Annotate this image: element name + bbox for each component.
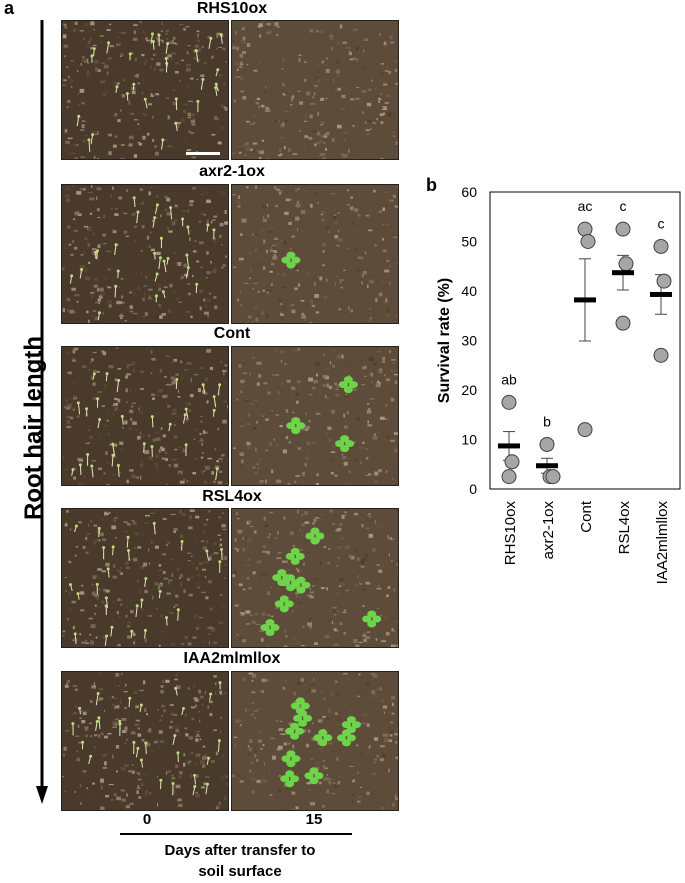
- data-point-3-1: [618, 256, 634, 272]
- data-point-2-1: [580, 234, 596, 249]
- data-point-2-2: [577, 422, 593, 438]
- data-point-4-2: [653, 347, 669, 363]
- significance-letter-3: c: [620, 198, 627, 214]
- caption-line-2: soil surface: [198, 863, 282, 880]
- significance-letter-1: b: [543, 413, 551, 429]
- day-15-label: 15: [305, 811, 323, 828]
- data-point-1-2: [545, 469, 561, 485]
- significance-letter-0: ab: [501, 371, 517, 387]
- row-title-1: axr2-1ox: [199, 163, 265, 180]
- data-point-3-0: [615, 221, 631, 237]
- plot-frame: [489, 191, 681, 490]
- down-arrow-icon: [36, 20, 48, 804]
- row-title-2: Cont: [213, 325, 251, 342]
- panel-a-letter: a: [4, 0, 15, 18]
- y-tick-label-6: 60: [461, 184, 477, 200]
- category-label-3: RSL4ox: [616, 501, 633, 555]
- row-title-3: RSL4ox: [202, 488, 262, 505]
- row-title-0: RHS10ox: [196, 0, 268, 17]
- mean-marker-1: [536, 463, 558, 469]
- panel-b-letter: b: [426, 175, 437, 195]
- soil-photo-2-day15: [231, 346, 399, 486]
- soil-photo-3-day15: [231, 508, 399, 648]
- data-point-2-0: [577, 221, 593, 237]
- soil-photo-2-day0: [61, 346, 229, 486]
- data-point-3-2: [615, 315, 631, 331]
- soil-photo-4-day0: [61, 671, 229, 811]
- day-axis-line: [120, 833, 352, 835]
- significance-letter-2: ac: [578, 198, 593, 214]
- soil-photo-0-day15: [231, 20, 399, 160]
- mean-marker-3: [612, 270, 634, 276]
- category-label-2: Cont: [578, 500, 595, 533]
- y-tick-label-1: 10: [461, 432, 477, 448]
- root-hair-length-arrow: Root hair length: [20, 18, 58, 808]
- soil-photo-3-day0: [61, 508, 229, 648]
- data-point-0-2: [501, 469, 517, 485]
- data-point-1-0: [539, 436, 555, 452]
- data-point-0-1: [504, 454, 520, 470]
- category-label-1: axr2-1ox: [540, 501, 557, 560]
- day-axis-caption: Days after transfer to soil surface: [110, 840, 370, 882]
- soil-photo-4-day15: [231, 671, 399, 811]
- scale-bar: [186, 152, 220, 155]
- y-axis-label: Survival rate (%): [436, 278, 453, 403]
- category-label-4: IAA2mlmllox: [654, 501, 671, 585]
- y-tick-label-3: 30: [461, 333, 477, 349]
- caption-line-1: Days after transfer to: [164, 842, 316, 859]
- mean-marker-2: [574, 297, 596, 303]
- y-tick-label-2: 20: [461, 382, 477, 398]
- survival-rate-chart: 0 10 20 30 40 50 60 Survival rate (%) ab RHS10ox b…: [436, 184, 681, 585]
- mean-marker-0: [498, 443, 520, 449]
- soil-photo-1-day15: [231, 184, 399, 324]
- day-0-label: 0: [142, 811, 152, 828]
- mean-marker-4: [650, 291, 672, 297]
- row-title-4: IAA2mlmllox: [183, 650, 281, 667]
- soil-photo-1-day0: [61, 184, 229, 324]
- y-tick-label-0: 0: [469, 481, 477, 497]
- y-tick-label-4: 40: [461, 283, 477, 299]
- root-hair-length-label: Root hair length: [20, 336, 48, 520]
- data-point-4-1: [656, 273, 672, 289]
- data-point-4-0: [653, 238, 669, 254]
- data-point-0-0: [501, 394, 517, 410]
- significance-letter-4: c: [658, 215, 665, 231]
- soil-photo-0-day0: [61, 20, 229, 160]
- y-tick-label-5: 50: [461, 234, 477, 250]
- category-label-0: RHS10ox: [502, 501, 519, 566]
